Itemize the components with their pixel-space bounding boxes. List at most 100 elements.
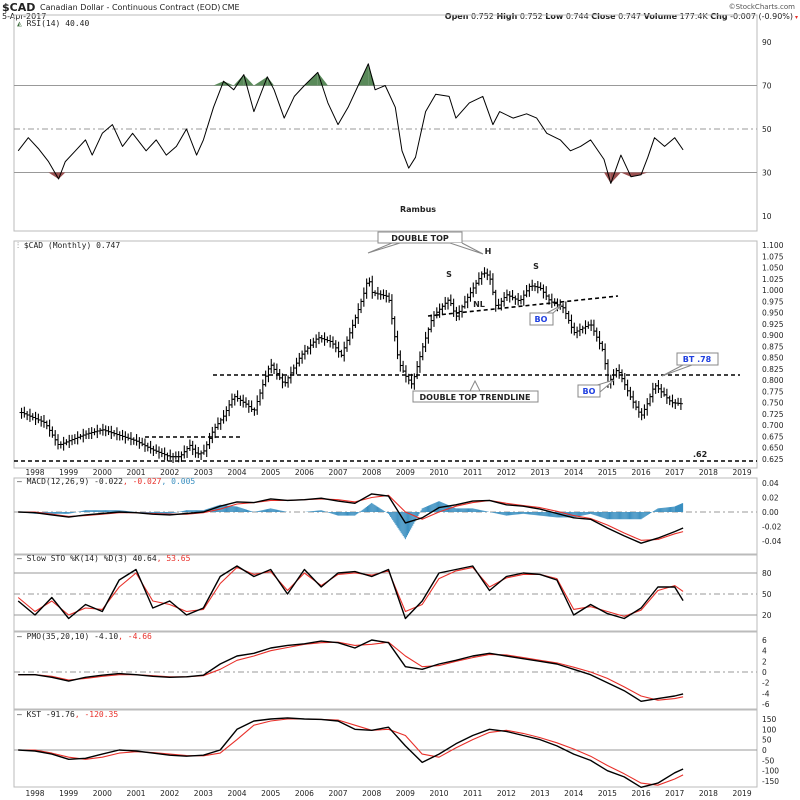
kst-signal: , -120.35 (75, 710, 119, 719)
price-bar (224, 406, 229, 422)
y-tick-label: 6 (762, 636, 767, 645)
y-tick-label: 0.625 (762, 455, 784, 464)
price-bar (625, 379, 630, 397)
rsi-line (17, 63, 684, 184)
price-bar (168, 449, 173, 460)
price-bar (190, 440, 195, 456)
bo2-box (577, 384, 601, 398)
price-bar (465, 293, 470, 309)
price-bar (392, 316, 397, 342)
x-tick-label: 2014 (564, 468, 583, 477)
price-bar (126, 433, 131, 441)
price-bar (330, 336, 335, 349)
price-bar (185, 446, 190, 458)
price-bar (364, 278, 369, 299)
price-bar (569, 314, 574, 334)
pmo-main: PMO(35,20,10) -4.10 (27, 632, 119, 641)
price-bar (56, 434, 61, 450)
head-label: H (485, 247, 492, 256)
price-bar (597, 330, 602, 350)
price-bar (527, 283, 532, 297)
price-bar (521, 290, 526, 306)
price-bar (199, 450, 204, 461)
y-tick-label: 50 (762, 736, 772, 745)
price-bar (676, 397, 681, 406)
y-tick-label: 20 (762, 611, 772, 620)
x-tick-label: 2008 (362, 468, 381, 477)
y-tick-label: 0.00 (762, 508, 779, 517)
quote-line: Open 0.752 High 0.752 Low 0.744 Close 0.… (445, 12, 793, 21)
price-bar (84, 430, 89, 440)
price-bar (639, 408, 644, 421)
y-tick-label: 4 (762, 647, 767, 656)
price-bar (221, 410, 226, 424)
price-bar (159, 448, 164, 458)
price-bar (496, 298, 501, 309)
y-tick-label: 0.750 (762, 399, 784, 408)
price-bar (263, 370, 268, 387)
price-bar (255, 395, 260, 415)
price-bar (538, 282, 543, 291)
price-bar (207, 432, 212, 449)
price-bar (142, 438, 147, 452)
price-bar (44, 420, 49, 430)
y-tick-label: 0.02 (762, 494, 779, 503)
price-bar (429, 314, 434, 333)
y-tick-label: 50 (762, 125, 772, 134)
price-bar (631, 390, 636, 409)
x-tick-label: 2016 (632, 468, 651, 477)
rsi-extreme-fill (630, 172, 642, 177)
price-bar (417, 351, 422, 373)
y-tick-label: 0.950 (762, 309, 784, 318)
x-tick-label: 2002 (160, 468, 179, 477)
price-bar (229, 393, 234, 408)
price-bar (549, 293, 554, 308)
price-bar (370, 275, 375, 299)
pmo-title: — PMO(35,20,10) -4.10, -4.66 (17, 632, 152, 641)
price-bar (204, 441, 209, 458)
y-tick-label: 0.825 (762, 365, 784, 374)
price-bar (636, 400, 641, 418)
price-bar (474, 279, 479, 294)
price-bar (339, 349, 344, 358)
x-tick-label: 2004 (227, 789, 246, 798)
open-value: 0.752 (471, 12, 494, 21)
price-bar (19, 407, 24, 419)
price-bar (420, 342, 425, 361)
price-bar (252, 407, 257, 416)
price-bar (502, 292, 507, 307)
rambus-label: Rambus (400, 205, 436, 214)
price-bar (283, 376, 288, 387)
x-tick-label: 2006 (295, 468, 314, 477)
x-tick-label: 2005 (261, 789, 280, 798)
y-tick-label: 80 (762, 569, 772, 578)
y-tick-label: -4 (762, 689, 770, 698)
price-bar (98, 427, 103, 435)
price-bar (196, 446, 201, 459)
x-tick-label: 2019 (733, 468, 752, 477)
x-tick-label: 1998 (25, 468, 44, 477)
y-tick-label: 0.675 (762, 432, 784, 441)
x-tick-label: 2014 (564, 789, 583, 798)
price-bar (131, 437, 136, 445)
x-tick-label: 2010 (429, 468, 448, 477)
x-tick-label: 2003 (194, 468, 213, 477)
bo1-box (529, 312, 554, 326)
price-bar (213, 423, 218, 439)
y-tick-label: 0 (762, 746, 767, 755)
y-tick-label: 1.050 (762, 264, 784, 273)
x-tick-label: 2002 (160, 789, 179, 798)
x-tick-label: 2003 (194, 789, 213, 798)
y-tick-label: 0 (762, 668, 767, 677)
price-bar (173, 451, 178, 460)
price-bar (274, 363, 279, 380)
price-bar (325, 336, 330, 343)
pmo-signal: , -4.66 (118, 632, 152, 641)
price-bar (375, 286, 380, 300)
price-bar (266, 365, 271, 383)
sto-d-line (17, 566, 684, 617)
x-tick-label: 2001 (126, 468, 145, 477)
y-tick-label: 10 (762, 212, 772, 221)
right-shoulder-label: S (533, 262, 539, 271)
price-bar (294, 357, 299, 375)
